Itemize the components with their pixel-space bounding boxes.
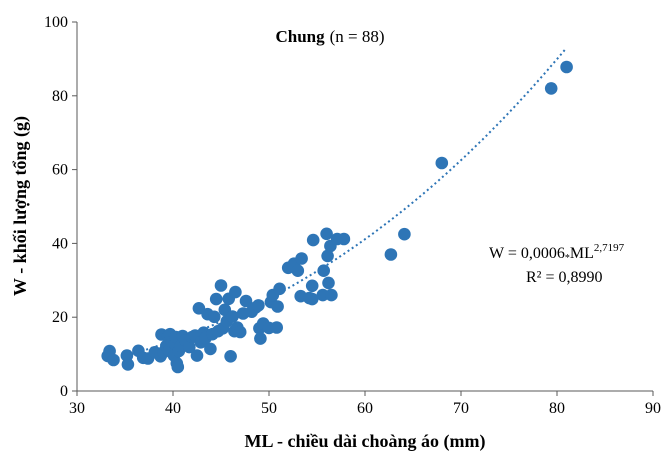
data-point [107, 353, 120, 367]
data-point [252, 299, 265, 312]
x-tick-label: 30 [69, 400, 85, 417]
y-tick-label: 20 [52, 309, 68, 326]
data-point [239, 294, 253, 308]
x-tick-label: 90 [645, 400, 661, 417]
data-point [229, 285, 242, 299]
y-tick-label: 40 [52, 235, 68, 252]
data-point [183, 340, 196, 354]
y-axis-title: W - khối lượng tổng (g) [10, 116, 31, 296]
data-point [190, 349, 204, 362]
equation-prefix: W = 0,0006 [489, 245, 565, 262]
x-tick-label: 70 [453, 400, 469, 417]
r-squared-label: R² = 0,8990 [526, 269, 603, 286]
data-point [325, 288, 338, 302]
x-tick-label: 80 [549, 400, 565, 417]
y-tick-label: 100 [44, 14, 68, 31]
title-sample-size: (n = 88) [330, 27, 385, 46]
x-tick-label: 60 [357, 400, 373, 417]
data-point [295, 252, 308, 265]
data-point [271, 300, 284, 313]
x-axis-title: ML - chiều dài choàng áo (mm) [245, 431, 486, 452]
data-point [121, 358, 135, 371]
equation-variable: ML [570, 245, 594, 262]
y-tick-label: 80 [52, 88, 68, 105]
data-point [171, 360, 185, 374]
data-point [208, 310, 221, 324]
y-tick-labels: 0 20 40 60 80 100 [44, 14, 77, 400]
equation-operator: * [565, 253, 570, 264]
x-tick-label: 50 [261, 400, 277, 417]
data-point [398, 227, 411, 241]
chart-title: Chung (n = 88) [275, 27, 384, 46]
data-point [317, 264, 331, 278]
equation-exponent: 2,7197 [594, 242, 625, 254]
data-point [560, 60, 573, 74]
data-point [209, 292, 223, 306]
x-tick-labels: 30 40 50 60 70 80 90 [69, 391, 661, 417]
data-point [321, 249, 334, 263]
data-point [226, 310, 239, 323]
data-point [306, 233, 320, 247]
data-point [270, 321, 284, 334]
title-main: Chung [275, 27, 325, 46]
data-point [305, 279, 319, 293]
data-point [320, 227, 333, 241]
y-tick-label: 60 [52, 162, 68, 179]
data-point [305, 292, 319, 306]
data-point [254, 332, 267, 345]
x-tick-label: 40 [165, 400, 181, 417]
data-point [273, 282, 286, 296]
data-point [435, 156, 449, 170]
data-point [204, 342, 217, 356]
data-point [322, 276, 335, 290]
data-point [214, 279, 228, 292]
data-point [384, 248, 398, 261]
data-point [233, 325, 247, 339]
data-point [224, 350, 237, 363]
trend-equation: W = 0,0006*ML2,7197 [489, 242, 625, 264]
data-points [101, 60, 573, 374]
power-trendline [107, 47, 568, 362]
data-point [291, 264, 305, 278]
data-point [337, 232, 351, 246]
y-tick-label: 0 [60, 383, 68, 400]
data-point [544, 82, 558, 95]
